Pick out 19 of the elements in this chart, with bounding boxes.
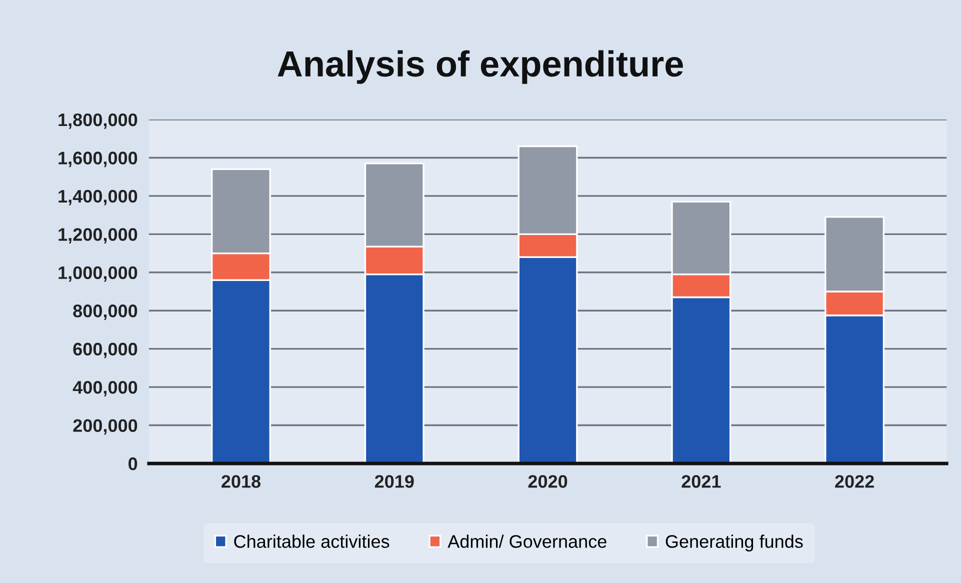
legend-label: Admin/ Governance [448,534,606,548]
y-tick-label: 200,000 [73,419,138,435]
y-tick-label: 1,600,000 [58,152,138,168]
chart-title: Analysis of expenditure [278,50,683,84]
y-tick-label: 1,800,000 [58,113,138,129]
y-tick-label: 1,200,000 [58,228,138,244]
y-tick-label: 800,000 [73,304,138,320]
x-tick-label: 2020 [528,475,568,488]
y-tick-label: 600,000 [73,342,138,358]
legend-label: Charitable activities [234,534,390,548]
y-tick-label: 400,000 [72,380,138,396]
x-tick-label: 2019 [374,475,414,488]
y-tick-label: 1,400,000 [58,190,138,206]
legend-label: Generating funds [666,534,803,552]
x-tick-label: 2022 [835,475,874,488]
y-tick-label: 1,000,000 [58,266,138,282]
x-tick-label: 2021 [682,475,721,488]
x-tick-label: 2018 [222,475,261,488]
y-tick-label: 0 [128,457,138,470]
